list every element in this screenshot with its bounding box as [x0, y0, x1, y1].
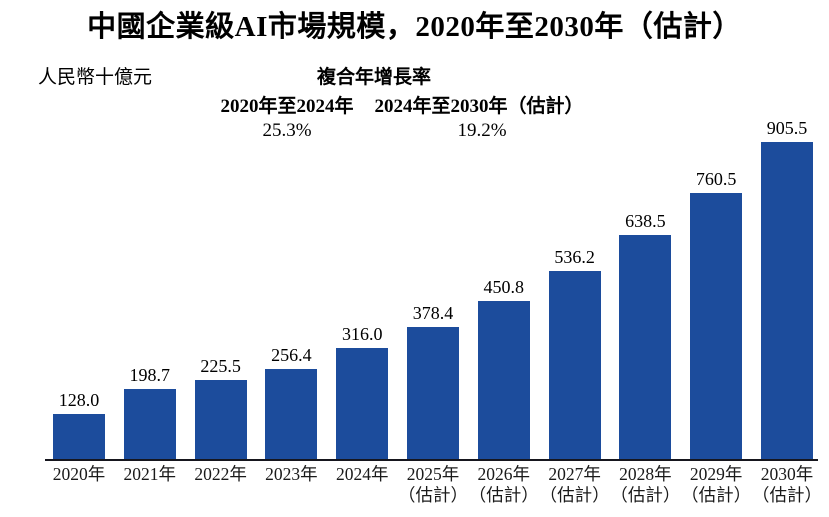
x-axis-label-year: 2026年	[477, 464, 531, 484]
x-axis-label-year: 2028年	[619, 464, 672, 484]
x-axis-labels: 2020年 2021年 2022年 2023年 2024年 2025年 （估計） 2026年（…	[52, 464, 822, 506]
x-axis-label: 2022年	[194, 464, 247, 506]
cagr-header: 複合年增長率	[316, 67, 432, 88]
bar-chart-plot: 128.0 198.7 225.5 256.4 316.0 378.4 450.8 536.2…	[53, 114, 813, 459]
bar-value-label: 450.8	[483, 277, 525, 297]
x-axis-label: 2024年	[335, 464, 389, 506]
bar-column: 905.5	[760, 118, 813, 459]
bar-2029年	[690, 193, 743, 459]
x-axis-label-year: 2023年	[265, 464, 318, 484]
x-axis-label-estimate: （估計）	[468, 485, 539, 505]
cagr-period-1-value: 25.3%	[262, 120, 312, 141]
bar-2028年	[619, 235, 672, 459]
x-axis-line	[45, 459, 818, 461]
cagr-period-1-label: 2020年至2024年	[220, 96, 354, 117]
x-axis-label: 2020年	[52, 464, 106, 506]
x-axis-label: 2025年 （估計）	[398, 464, 468, 506]
bar-column: 536.2	[548, 247, 601, 459]
bar-column: 316.0	[336, 324, 389, 459]
x-axis-label-year: 2027年	[548, 464, 601, 484]
bar-2025年	[406, 327, 459, 459]
x-axis-label-estimate: （估計）	[610, 485, 681, 505]
bar-column: 225.5	[194, 356, 247, 459]
x-axis-label-estimate: （估計）	[397, 485, 468, 505]
x-axis-label-year: 2021年	[123, 464, 177, 484]
bar-value-label: 378.4	[412, 303, 454, 323]
x-axis-label: 2030年 （估計）	[752, 464, 822, 506]
bar-column: 450.8	[477, 277, 530, 459]
bar-value-label: 316.0	[341, 324, 383, 344]
bar-column: 378.4	[406, 303, 459, 459]
chart-title: 中國企業級AI市場規模，2020年至2030年（估計）	[87, 11, 742, 43]
bar-2021年	[123, 389, 176, 459]
bar-value-label: 760.5	[695, 169, 737, 189]
x-axis-label: 2027年 （估計）	[540, 464, 610, 506]
x-axis-label-year: 2025年	[406, 464, 460, 484]
bar-value-label: 225.5	[200, 356, 241, 376]
bar-column: 760.5	[690, 169, 743, 459]
bar-value-label: 638.5	[625, 211, 666, 231]
x-axis-label-year: 2030年	[760, 464, 814, 484]
bar-2026年	[477, 301, 530, 459]
bar-2027年	[548, 271, 601, 459]
x-axis-label-year: 2020年	[52, 464, 106, 484]
bar-2023年	[265, 369, 318, 459]
bar-column: 198.7	[123, 365, 176, 459]
x-axis-label: 2021年	[123, 464, 177, 506]
x-axis-label: 2028年 （估計）	[610, 464, 680, 506]
x-axis-label-estimate: （估計）	[751, 485, 822, 505]
bar-column: 128.0	[53, 391, 105, 459]
x-axis-label-estimate: （估計）	[681, 485, 752, 505]
x-axis-label-year: 2022年	[194, 464, 247, 484]
x-axis-label: 2029年 （估計）	[681, 464, 751, 506]
bar-column: 256.4	[265, 345, 318, 459]
bar-2030年	[760, 142, 813, 459]
bar-value-label: 198.7	[129, 365, 171, 385]
bar-column: 638.5	[619, 211, 672, 459]
bar-value-label: 128.0	[58, 390, 100, 410]
x-axis-label-estimate: （估計）	[539, 485, 610, 505]
bar-value-label: 905.5	[766, 118, 808, 138]
x-axis-label: 2023年	[265, 464, 318, 506]
bar-value-label: 256.4	[271, 345, 312, 365]
cagr-period-2-value: 19.2%	[457, 120, 507, 141]
bar-2020年	[53, 414, 105, 459]
cagr-period-2-label: 2024年至2030年（估計）	[374, 96, 584, 117]
y-axis-unit-label: 人民幣十億元	[38, 67, 153, 88]
x-axis-label-year: 2029年	[689, 464, 743, 484]
x-axis-label: 2026年 （估計）	[469, 464, 539, 506]
x-axis-label-year: 2024年	[335, 464, 389, 484]
bar-2024年	[336, 348, 389, 459]
bar-2022年	[194, 380, 247, 459]
bar-value-label: 536.2	[554, 247, 595, 267]
